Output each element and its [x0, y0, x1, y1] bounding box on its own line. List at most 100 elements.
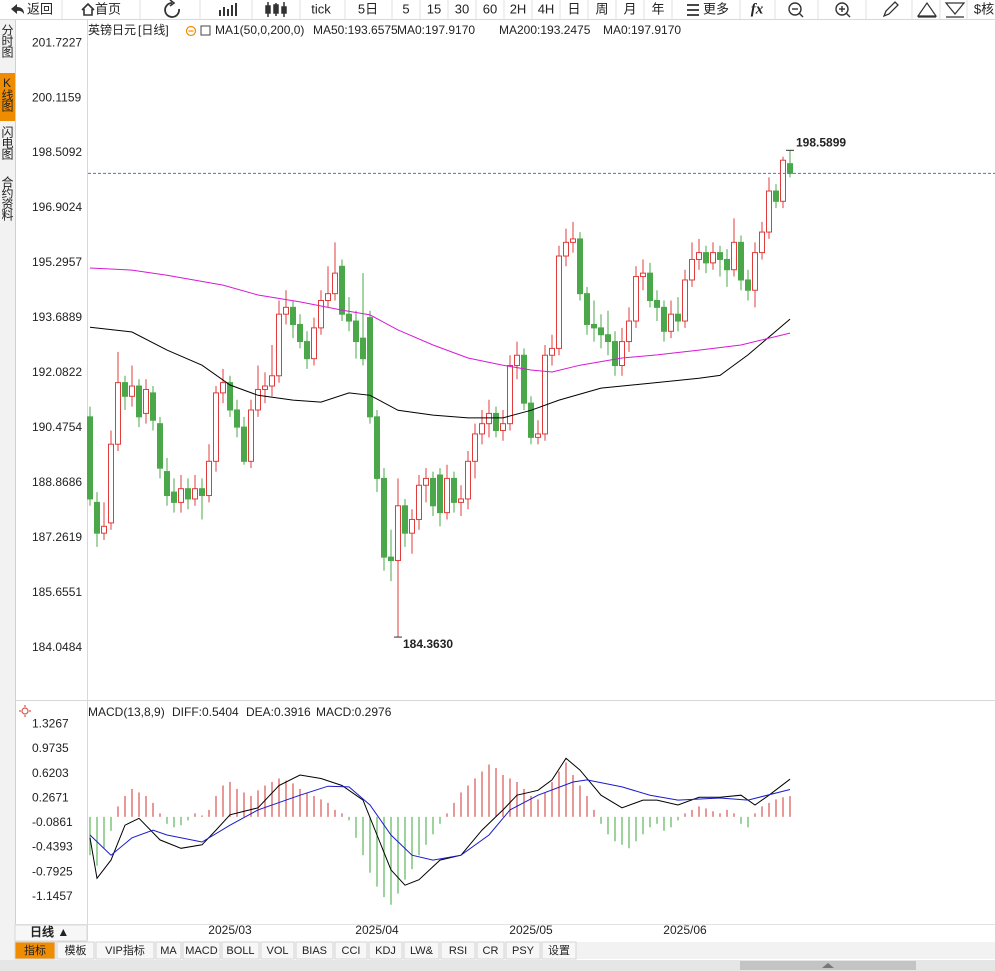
- candle-body: [367, 317, 373, 418]
- candle-icon[interactable]: [265, 2, 287, 17]
- macd-bar: [299, 788, 301, 817]
- macd-bar: [390, 816, 392, 905]
- y-tick-label: 192.0822: [32, 365, 82, 379]
- triangle-up-icon[interactable]: [916, 1, 938, 18]
- macd-bar: [530, 795, 532, 817]
- indicator-tab[interactable]: RSI: [449, 945, 467, 957]
- indicator-tab[interactable]: 设置: [548, 944, 570, 957]
- macd-bar: [159, 813, 161, 817]
- toolbar-button[interactable]: 更多: [703, 1, 729, 16]
- back-icon[interactable]: [11, 4, 24, 14]
- ma-settings-icon[interactable]: [200, 25, 211, 36]
- indicator-tab[interactable]: CR: [483, 945, 499, 957]
- macd-bar: [635, 816, 637, 842]
- macd-bar: [180, 816, 182, 826]
- refresh-icon[interactable]: [164, 2, 180, 18]
- candle-body: [122, 382, 128, 397]
- candle-body: [759, 231, 765, 254]
- macd-bar: [460, 792, 462, 817]
- candle-body: [521, 354, 527, 404]
- toolbar-separators: [61, 0, 968, 19]
- candle-body: [353, 320, 359, 343]
- collapse-icon[interactable]: [185, 25, 197, 37]
- toolbar-button[interactable]: 5日: [358, 1, 378, 16]
- indicator-tab[interactable]: 模板: [65, 943, 87, 957]
- macd-bar: [376, 816, 378, 887]
- candle-body: [192, 488, 198, 500]
- macd-bar: [726, 809, 728, 817]
- home-icon[interactable]: [81, 2, 95, 16]
- toolbar-button[interactable]: 日: [567, 1, 580, 16]
- legend-item: MA0:197.9170: [603, 23, 681, 37]
- candle-body: [276, 313, 282, 377]
- indicator-tab[interactable]: MA: [160, 945, 177, 957]
- indicator-tab[interactable]: PSY: [512, 945, 535, 957]
- indicator-tab[interactable]: BIAS: [302, 945, 327, 957]
- toolbar-button[interactable]: 30: [455, 1, 469, 16]
- triangle-down-icon[interactable]: [944, 2, 966, 18]
- toolbar-button[interactable]: tick: [311, 1, 331, 16]
- candle-body: [633, 276, 639, 322]
- candle-body: [696, 252, 702, 260]
- indicator-tab[interactable]: VIP指标: [105, 943, 145, 957]
- candle-body: [241, 426, 247, 462]
- indicator-tab[interactable]: CCI: [342, 945, 361, 957]
- pencil-icon[interactable]: [882, 1, 899, 18]
- y-tick-label: 0.6203: [32, 766, 69, 780]
- zoom-in-icon[interactable]: [835, 2, 851, 18]
- candle-body: [773, 190, 779, 202]
- toolbar-button[interactable]: 返回: [27, 1, 53, 16]
- macd-bar: [607, 816, 609, 835]
- macd-settings-icon[interactable]: [19, 705, 31, 717]
- candle-body: [514, 354, 520, 367]
- tab-background: [182, 941, 221, 960]
- toolbar-button[interactable]: 年: [651, 1, 664, 16]
- macd-bar: [397, 816, 399, 894]
- toolbar-button[interactable]: 15: [427, 1, 441, 16]
- candle-body: [598, 327, 604, 336]
- candle-body: [605, 334, 611, 343]
- indicator-tab[interactable]: VOL: [266, 945, 288, 957]
- macd-bar: [705, 808, 707, 817]
- macd-bar: [516, 781, 518, 817]
- toolbar-button[interactable]: fx: [751, 1, 764, 17]
- toolbar-button[interactable]: 5: [402, 1, 409, 16]
- toolbar-button[interactable]: 月: [623, 1, 636, 16]
- period-selector[interactable]: 日线 ▲: [30, 924, 69, 939]
- toolbar-button[interactable]: 4H: [538, 1, 555, 16]
- macd-bar: [306, 792, 308, 817]
- indicator-line: [89, 779, 791, 861]
- tab-background: [334, 941, 368, 960]
- y-tick-label: 1.3267: [32, 716, 69, 730]
- toolbar-button[interactable]: 60: [483, 1, 497, 16]
- zoom-out-icon[interactable]: [788, 2, 804, 18]
- indicator-tab[interactable]: MACD: [185, 945, 217, 957]
- toolbar-button[interactable]: 周: [595, 1, 608, 16]
- sidebar-tab[interactable]: 分时图: [0, 24, 14, 58]
- candle-body: [745, 279, 751, 291]
- indicator-icon[interactable]: [219, 3, 237, 16]
- indicator-tab[interactable]: 指标: [24, 943, 46, 957]
- macd-bar: [425, 816, 427, 845]
- candle-body: [549, 347, 555, 356]
- candle-body: [570, 238, 576, 243]
- candle-body: [654, 300, 660, 308]
- macd-bar: [789, 796, 791, 817]
- candle-body: [682, 279, 688, 322]
- candle-body: [381, 477, 387, 558]
- more-icon[interactable]: [687, 4, 699, 16]
- macd-bar: [215, 795, 217, 817]
- indicator-tab[interactable]: LW&: [410, 945, 434, 957]
- toolbar-button[interactable]: 2H: [510, 1, 527, 16]
- candle-body: [479, 423, 485, 435]
- sidebar-tab[interactable]: 闪电图: [0, 126, 14, 160]
- candle-body: [458, 498, 464, 503]
- indicator-tab[interactable]: BOLL: [226, 945, 254, 957]
- toolbar-button[interactable]: $核: [974, 1, 994, 16]
- sidebar-tab[interactable]: K线图: [0, 76, 14, 112]
- sidebar-tab[interactable]: 合约资料: [0, 175, 14, 221]
- macd-bar: [257, 790, 259, 817]
- indicator-line: [89, 318, 791, 419]
- indicator-tab[interactable]: KDJ: [375, 945, 396, 957]
- toolbar-button[interactable]: 首页: [95, 1, 121, 16]
